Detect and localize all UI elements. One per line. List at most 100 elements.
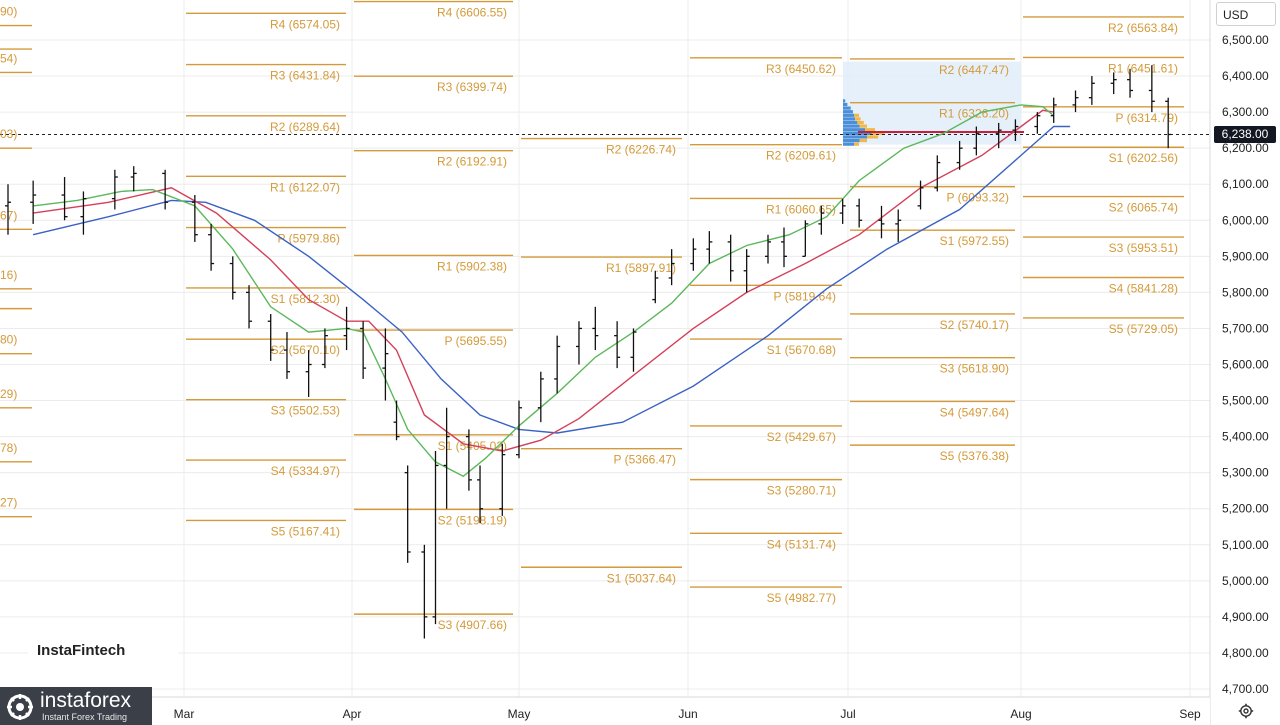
y-tick-label: 5,400.00: [1222, 430, 1269, 444]
ohlc-bar: [111, 169, 118, 210]
y-tick-label: 5,900.00: [1222, 249, 1269, 263]
profile-bar: [843, 102, 848, 107]
y-tick-label: 5,000.00: [1222, 574, 1269, 588]
profile-bar: [843, 99, 846, 103]
ohlc-bar: [30, 180, 37, 224]
y-tick-label: 6,300.00: [1222, 105, 1269, 119]
pivot-label: S4 (5497.64): [940, 405, 1009, 419]
pivot-label: S1 (5812.30): [271, 292, 340, 306]
footer-logo-tagline: Instant Forex Trading: [42, 712, 128, 722]
profile-bar: [843, 131, 872, 135]
pivot-label: S4 (5841.28): [1109, 282, 1178, 296]
ohlc-bar: [818, 205, 825, 235]
x-tick-label: Jun: [678, 707, 697, 721]
y-tick-label: 4,700.00: [1222, 682, 1269, 696]
pivot-label: S4 (5334.97): [271, 464, 340, 478]
pivot-label: S3 (5618.90): [940, 362, 1009, 376]
ohlc-bar: [1072, 90, 1079, 113]
last-price-tag: 6,238.00: [1214, 126, 1276, 143]
instaforex-mark-icon: [7, 694, 33, 720]
ohlc-bar: [614, 321, 621, 369]
ohlc-bar: [917, 180, 924, 210]
profile-bar-hi: [871, 131, 885, 135]
ohlc-bar: [1127, 68, 1134, 98]
pivot-label: 54): [0, 51, 17, 65]
ohlc-bar: [743, 249, 750, 293]
ohlc-bar: [382, 328, 389, 401]
pivot-label: S3 (5280.71): [767, 484, 836, 498]
x-tick-label: Apr: [343, 707, 362, 721]
pivot-label: S5 (5729.05): [1109, 322, 1178, 336]
profile-bar: [843, 120, 858, 125]
y-tick-label: 5,600.00: [1222, 358, 1269, 372]
ohlc-bar: [781, 227, 787, 268]
profile-bar-hi: [854, 142, 859, 146]
brand-name: InstaFintech: [37, 642, 126, 659]
ohlc-bar: [765, 234, 771, 264]
pivot-label: R3 (6431.84): [270, 69, 340, 83]
ohlc-bar: [690, 238, 697, 271]
pivot-label: 67): [0, 208, 17, 222]
ohlc-bar: [1165, 97, 1172, 149]
profile-bar-hi: [867, 135, 879, 139]
pivot-label: 90): [0, 5, 17, 19]
ohlc-bar: [839, 198, 846, 224]
x-tick-label: Aug: [1010, 707, 1031, 721]
y-tick-label: 6,500.00: [1222, 33, 1269, 47]
pivot-label: 27): [0, 496, 17, 510]
ohlc-bar: [1012, 119, 1019, 141]
ohlc-bar: [575, 321, 582, 365]
ohlc-bar: [1050, 97, 1057, 123]
ohlc-bar: [191, 195, 198, 242]
ohlc-bar: [305, 350, 312, 397]
footer-logo: instaforex Instant Forex Trading: [0, 687, 152, 725]
ohlc-bar: [1034, 112, 1041, 134]
pivot-label: R1 (5897.91): [606, 261, 676, 275]
pivot-label: S3 (5502.53): [271, 404, 340, 418]
pivot-label: R4 (6574.05): [270, 17, 340, 31]
pivot-label: R1 (6451.61): [1108, 61, 1178, 75]
ohlc-bar: [162, 169, 169, 210]
pivot-label: R2 (6226.74): [606, 143, 676, 157]
y-tick-label: 6,200.00: [1222, 141, 1269, 155]
volume-profile: [0, 61, 1210, 146]
ohlc-bar: [343, 306, 350, 351]
ohlc-bar: [554, 335, 561, 394]
pivot-label: S5 (5167.41): [271, 524, 340, 538]
footer-logo-name: instaforex: [40, 689, 132, 712]
pivot-label: 29): [0, 387, 17, 401]
pivot-label: R3 (6450.62): [766, 62, 836, 76]
y-tick-label: 4,800.00: [1222, 646, 1269, 660]
pivot-label: S2 (5670.10): [271, 343, 340, 357]
ohlc-bar: [1088, 76, 1095, 105]
ohlc-bar: [630, 328, 637, 372]
x-axis-panel: [0, 697, 1210, 725]
pivot-label: S5 (4982.77): [767, 591, 836, 605]
pivot-label: 78): [0, 441, 17, 455]
profile-bar-hi: [854, 113, 859, 117]
pivot-label: R2 (6563.84): [1108, 21, 1178, 35]
y-tick-label: 5,700.00: [1222, 321, 1269, 335]
ohlc-bar: [443, 407, 450, 509]
ohlc-bar: [477, 465, 484, 524]
pivot-label: P (5695.55): [445, 334, 508, 348]
ohlc-bar: [393, 400, 400, 441]
ohlc-bar: [208, 223, 215, 271]
pivot-levels: R4 (6574.05) R3 (6431.84) R2 (6289.64) R1 (…: [0, 0, 1184, 632]
y-tick-label: 6,400.00: [1222, 69, 1269, 83]
profile-bar: [843, 138, 860, 143]
ohlc-bar: [652, 270, 659, 304]
y-tick-label: 5,200.00: [1222, 502, 1269, 516]
ohlc-bar: [499, 443, 506, 516]
currency-selector[interactable]: USD: [1216, 2, 1276, 26]
ohlc-bar: [267, 314, 274, 361]
ma-mid-line: [33, 109, 1054, 452]
ohlc-bar: [856, 198, 863, 228]
ohlc-bar: [592, 306, 599, 351]
y-tick-label: 6,000.00: [1222, 213, 1269, 227]
y-tick-label: 6,100.00: [1222, 177, 1269, 191]
profile-bar-hi: [859, 138, 867, 143]
gear-icon[interactable]: [1238, 703, 1254, 719]
pivot-label: S3 (5953.51): [1109, 241, 1178, 255]
